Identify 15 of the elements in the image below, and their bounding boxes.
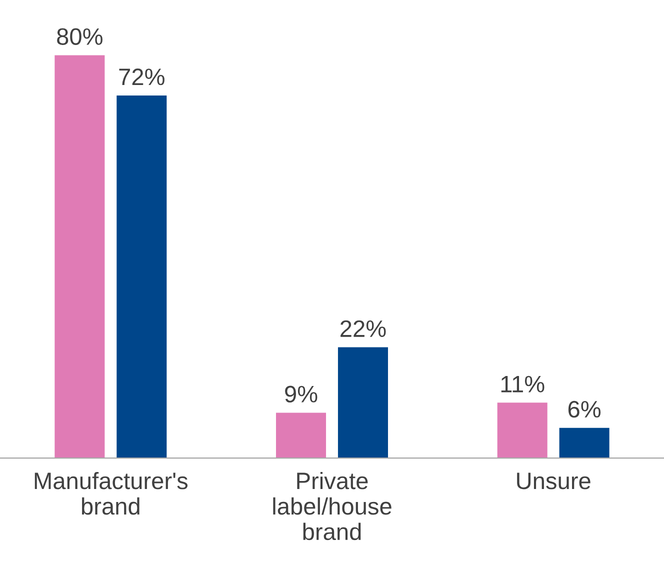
data-label: 6% [568, 400, 601, 418]
bar [54, 55, 105, 458]
data-label: 22% [340, 320, 386, 337]
data-label: 9% [285, 386, 318, 403]
bar [497, 402, 548, 458]
data-label: 72% [119, 68, 164, 86]
data-label: 80% [57, 28, 102, 45]
bar [116, 95, 167, 458]
x-tick-label: Manufacturer's brand [34, 472, 188, 515]
x-tick-label: Unsure [517, 472, 590, 490]
data-label: 11% [501, 376, 544, 392]
bar [559, 428, 610, 458]
x-tick-label: Private label/house brand [273, 472, 392, 540]
bar [338, 347, 388, 458]
bar [276, 412, 326, 458]
